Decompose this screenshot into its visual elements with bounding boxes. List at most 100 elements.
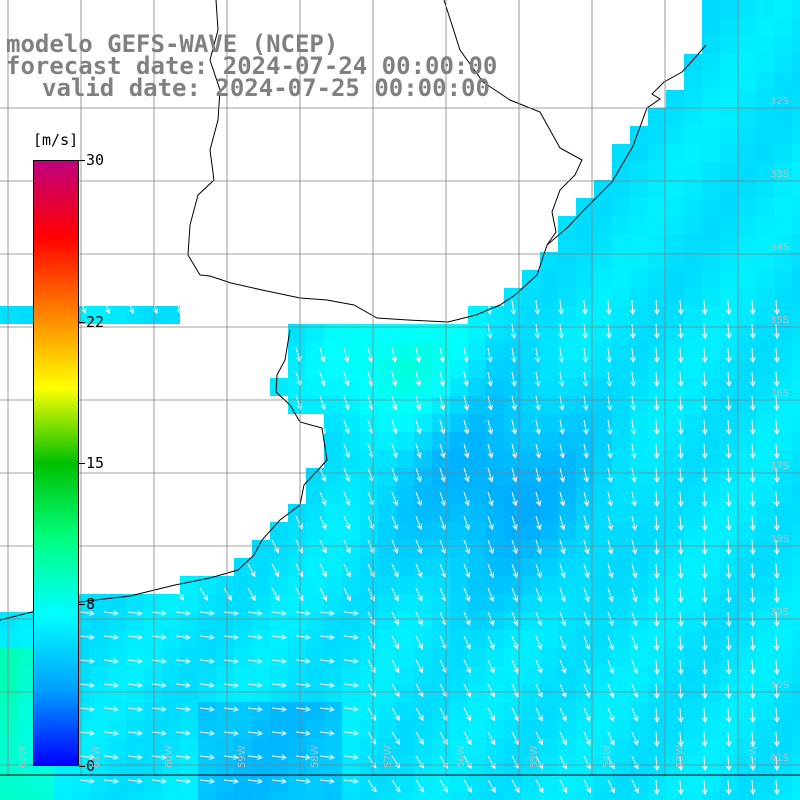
wind-arrow [343, 634, 359, 640]
wind-speed-cell [756, 90, 774, 108]
wind-arrow [630, 443, 637, 459]
wind-speed-cell [684, 684, 702, 702]
wind-speed-cell [702, 90, 720, 108]
latitude-label: 37S [770, 461, 790, 472]
wind-speed-cell [522, 720, 540, 738]
wind-speed-cell [270, 612, 288, 630]
wind-speed-cell [756, 180, 774, 198]
wind-arrow [223, 587, 232, 601]
wind-arrow [583, 419, 589, 435]
wind-speed-cell [576, 432, 594, 450]
wind-speed-cell [684, 666, 702, 684]
colorbar-tick-mark [79, 463, 85, 464]
wind-speed-cell [792, 54, 800, 72]
wind-speed-cell [504, 576, 522, 594]
wind-speed-cell [162, 774, 180, 792]
wind-speed-cell [774, 702, 792, 720]
wind-arrow [487, 731, 496, 746]
wind-speed-cell [792, 198, 800, 216]
wind-arrow [367, 371, 374, 387]
wind-speed-cell [198, 702, 216, 720]
wind-speed-cell [648, 774, 666, 792]
wind-arrow [606, 347, 612, 363]
longitude-label: 61W [91, 745, 102, 768]
wind-arrow [487, 515, 494, 531]
colorbar-tick-label: 22 [86, 312, 105, 331]
wind-speed-cell [540, 630, 558, 648]
wind-speed-cell [612, 648, 630, 666]
wind-speed-cell [0, 630, 18, 648]
latitude-label: 32S [770, 96, 790, 107]
wind-speed-cell [342, 720, 360, 738]
wind-speed-cell [702, 216, 720, 234]
wind-speed-cell [792, 576, 800, 594]
wind-arrow [367, 683, 376, 697]
wind-arrow [535, 659, 543, 674]
wind-arrow [295, 682, 311, 688]
wind-arrow [319, 634, 335, 640]
wind-speed-cell [774, 432, 792, 450]
wind-arrow [391, 371, 398, 387]
wind-speed-cell [630, 288, 648, 306]
wind-speed-cell [540, 468, 558, 486]
wind-speed-cell [522, 342, 540, 360]
wind-arrow [535, 611, 543, 627]
wind-speed-cell [504, 360, 522, 378]
wind-speed-cell [324, 414, 342, 432]
wind-arrow [607, 467, 613, 483]
wind-speed-cell [630, 180, 648, 198]
wind-arrow [247, 682, 263, 688]
wind-arrow [391, 395, 398, 411]
wind-arrow [631, 635, 638, 651]
wind-arrow [749, 539, 756, 556]
wind-speed-cell [684, 288, 702, 306]
wind-speed-cell [720, 432, 738, 450]
wind-speed-cell [486, 468, 504, 486]
wind-arrow [629, 323, 636, 339]
wind-speed-cell [162, 666, 180, 684]
wind-arrow [653, 731, 660, 748]
wind-speed-cell [126, 684, 144, 702]
wind-arrow [749, 395, 756, 412]
wind-speed-cell [216, 576, 234, 594]
wind-speed-cell [666, 252, 684, 270]
wind-speed-cell [630, 522, 648, 540]
wind-arrow [79, 730, 95, 736]
wind-arrow [653, 779, 660, 796]
wind-arrow [391, 587, 399, 602]
wind-arrow [534, 323, 541, 339]
wind-speed-cell [342, 324, 360, 342]
wind-arrow [725, 755, 732, 772]
wind-speed-cell [468, 468, 486, 486]
wind-arrow [391, 635, 400, 650]
wind-speed-cell [324, 720, 342, 738]
wind-speed-cell [576, 270, 594, 288]
wind-arrow [295, 658, 311, 664]
wind-speed-cell [738, 468, 756, 486]
wind-speed-cell [792, 432, 800, 450]
wind-speed-cell [792, 360, 800, 378]
wind-speed-cell [252, 738, 270, 756]
wind-speed-cell [396, 774, 414, 792]
wind-speed-cell [378, 558, 396, 576]
wind-speed-cell [72, 792, 90, 800]
wind-speed-cell [396, 684, 414, 702]
wind-speed-cell [450, 774, 468, 792]
wind-arrow [103, 299, 111, 314]
wind-arrow [103, 610, 119, 616]
wind-speed-cell [540, 450, 558, 468]
wind-speed-cell [162, 594, 180, 612]
wind-speed-cell [468, 342, 486, 360]
wind-arrow [175, 610, 191, 616]
wind-speed-cell [216, 792, 234, 800]
wind-arrow [415, 443, 422, 459]
wind-speed-cell [486, 360, 504, 378]
wind-speed-cell [774, 468, 792, 486]
wind-arrow [606, 419, 613, 435]
wind-speed-cell [684, 306, 702, 324]
wind-speed-cell [378, 540, 396, 558]
wind-arrow [535, 587, 543, 603]
wind-speed-cell [288, 522, 306, 540]
wind-speed-cell [468, 378, 486, 396]
wind-speed-cell [756, 378, 774, 396]
